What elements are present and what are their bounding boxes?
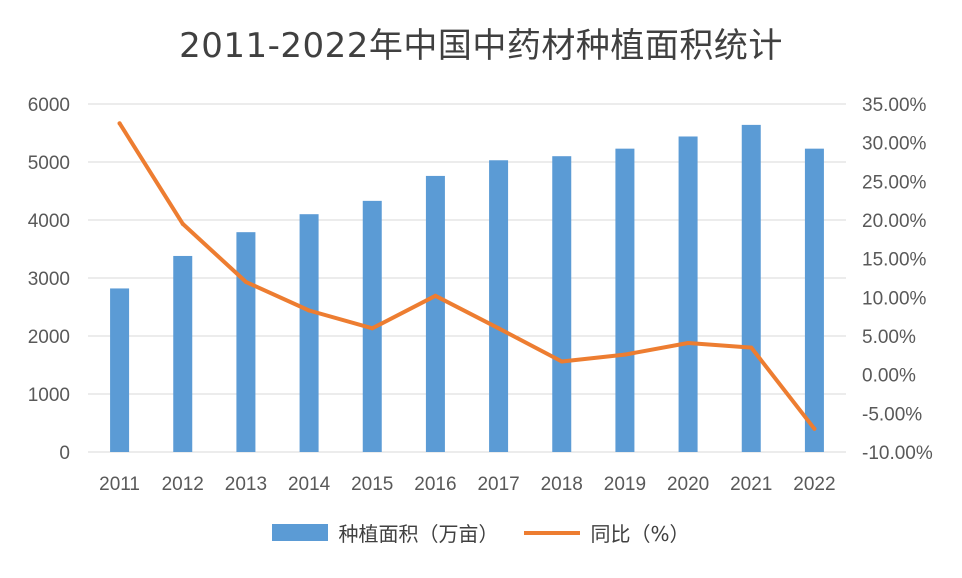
bar [741, 124, 761, 452]
yoy-point [812, 426, 817, 431]
y-right-tick-label: 0.00% [862, 366, 916, 387]
legend-item-area: 种植面积（万亩） [272, 518, 498, 547]
yoy-point [686, 340, 691, 345]
yoy-point [117, 121, 122, 126]
y-right-tick-label: 10.00% [862, 288, 927, 309]
legend: 种植面积（万亩） 同比（%） [0, 518, 962, 547]
yoy-line [117, 121, 817, 431]
y-right-tick-label: 30.00% [862, 134, 927, 155]
y-right-tick-label: 20.00% [862, 211, 927, 232]
legend-swatch-line [524, 530, 581, 535]
bar [236, 232, 256, 452]
x-tick-label: 2017 [477, 474, 519, 495]
x-tick-label: 2019 [604, 474, 646, 495]
y-left-tick-label: 2000 [28, 327, 70, 348]
y-left-tick-label: 3000 [28, 269, 70, 290]
y-left-tick-label: 1000 [28, 385, 70, 406]
bar [804, 148, 824, 452]
yoy-point [559, 359, 564, 364]
y-left-tick-label: 4000 [28, 211, 70, 232]
bar [110, 288, 130, 452]
bar [552, 156, 572, 452]
y-right-tick-label: 15.00% [862, 250, 927, 271]
bar [299, 214, 319, 452]
yoy-point [243, 279, 248, 284]
bar [615, 148, 635, 452]
y-right-tick-label: -5.00% [862, 404, 922, 425]
bar [489, 160, 509, 452]
x-tick-label: 2013 [225, 474, 267, 495]
x-tick-label: 2011 [99, 474, 140, 495]
y-right-tick-label: 5.00% [862, 327, 916, 348]
x-tick-label: 2018 [541, 474, 583, 495]
x-tick-label: 2020 [667, 474, 709, 495]
x-tick-label: 2014 [288, 474, 331, 495]
x-tick-label: 2022 [793, 474, 835, 495]
x-tick-label: 2016 [414, 474, 456, 495]
bar [678, 136, 698, 453]
bar [425, 175, 445, 453]
x-tick-label: 2021 [730, 474, 772, 495]
legend-label-area: 种植面积（万亩） [338, 522, 499, 546]
legend-swatch-bar [272, 524, 329, 541]
x-tick-label: 2012 [162, 474, 204, 495]
yoy-point [180, 221, 185, 226]
chart-title: 2011-2022年中国中药材种植面积统计 [179, 26, 783, 66]
y-left-tick-label: 0 [59, 443, 70, 464]
y-left-tick-label: 6000 [28, 95, 70, 116]
yoy-point [433, 293, 438, 298]
yoy-point [307, 308, 312, 313]
legend-item-yoy: 同比（%） [524, 518, 690, 547]
y-right-tick-label: 25.00% [862, 172, 927, 193]
yoy-point [749, 345, 754, 350]
y-right-tick-label: -10.00% [862, 443, 933, 464]
yoy-point [496, 326, 501, 331]
yoy-point [370, 326, 375, 331]
bar [173, 255, 193, 452]
x-tick-label: 2015 [351, 474, 393, 495]
legend-label-yoy: 同比（%） [590, 522, 690, 546]
yoy-point [622, 352, 627, 357]
y-left-tick-label: 5000 [28, 153, 70, 174]
y-right-tick-label: 35.00% [862, 95, 927, 116]
